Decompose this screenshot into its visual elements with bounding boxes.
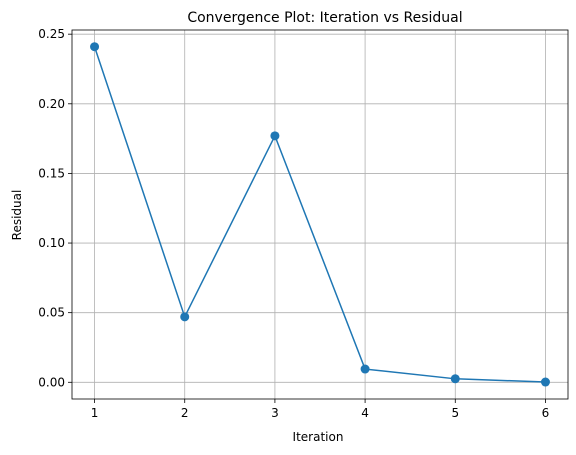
y-tick-label: 0.05 (38, 306, 65, 320)
data-point (180, 312, 190, 322)
y-tick-label: 0.10 (38, 236, 65, 250)
x-axis-ticks: 1 2 3 4 5 6 (91, 399, 550, 420)
data-point (450, 374, 460, 384)
data-point (90, 42, 100, 52)
series-line (93, 46, 546, 383)
x-tick-label: 3 (271, 406, 279, 420)
x-tick-label: 5 (451, 406, 459, 420)
y-gridlines (72, 33, 568, 383)
y-axis-ticks: 0.00 0.05 0.10 0.15 0.20 0.25 (38, 27, 72, 389)
y-tick-label: 0.00 (38, 375, 65, 389)
data-point (540, 377, 550, 387)
plot-frame (71, 29, 569, 400)
x-tick-label: 6 (542, 406, 550, 420)
data-point (360, 364, 370, 374)
x-tick-label: 2 (181, 406, 189, 420)
y-tick-label: 0.15 (38, 166, 65, 180)
y-axis-label: Residual (10, 190, 24, 241)
y-tick-label: 0.25 (38, 27, 65, 41)
x-tick-label: 4 (361, 406, 369, 420)
data-point (270, 131, 280, 141)
x-gridlines (94, 30, 546, 399)
x-tick-label: 1 (91, 406, 99, 420)
chart-title: Convergence Plot: Iteration vs Residual (187, 10, 462, 26)
series-layer (90, 42, 550, 387)
y-tick-label: 0.20 (38, 97, 65, 111)
x-axis-label: Iteration (293, 430, 344, 444)
